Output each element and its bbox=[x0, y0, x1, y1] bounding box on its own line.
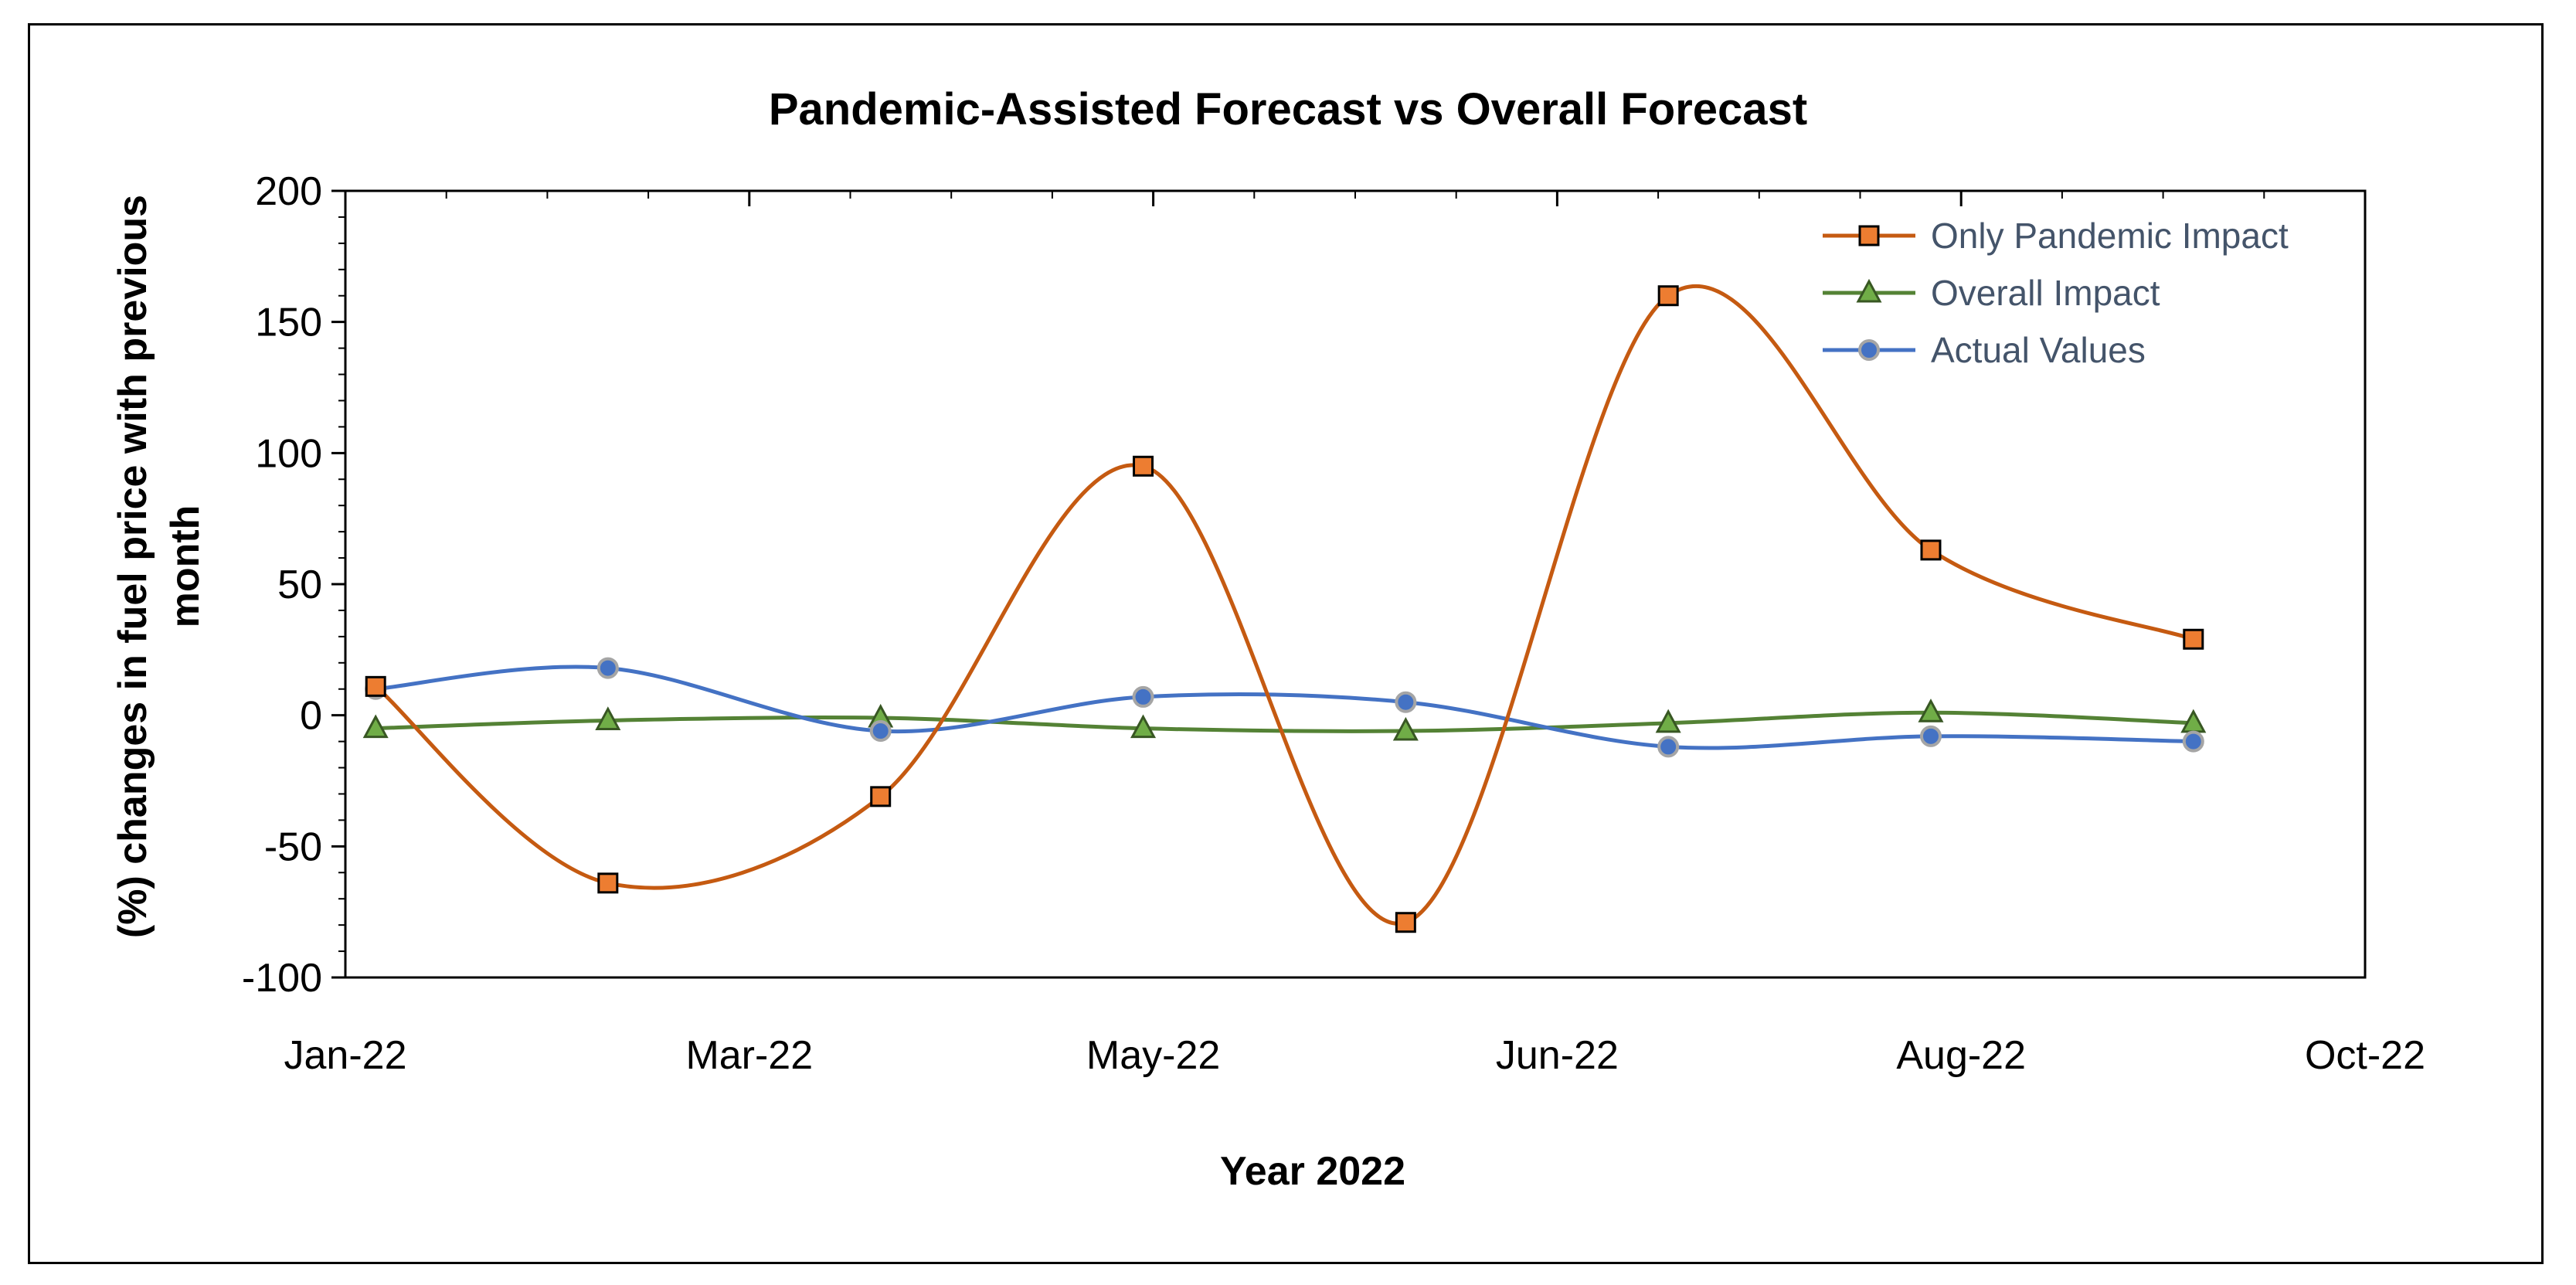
data-point-series-1 bbox=[595, 706, 621, 730]
y-axis-title-line-2: month bbox=[163, 505, 208, 628]
data-point-series-0 bbox=[1920, 539, 1942, 561]
data-point-series-2 bbox=[1657, 736, 1680, 758]
legend-label-0: Only Pandemic Impact bbox=[1931, 216, 2289, 256]
series-line-0 bbox=[374, 284, 2194, 926]
x-tick-label: Aug-22 bbox=[1896, 1033, 2026, 1078]
data-point-series-1 bbox=[1655, 709, 1681, 733]
x-tick-label: Jun-22 bbox=[1496, 1033, 1619, 1078]
x-tick-label: May-22 bbox=[1086, 1033, 1220, 1078]
legend-label-1: Overall Impact bbox=[1931, 273, 2160, 313]
legend-marker-1 bbox=[1856, 278, 1882, 303]
data-point-series-2 bbox=[1132, 685, 1154, 708]
legend-marker-2 bbox=[1858, 339, 1880, 361]
y-tick-label: 200 bbox=[255, 169, 322, 214]
y-tick-label: 150 bbox=[255, 301, 322, 345]
data-point-series-0 bbox=[1395, 912, 1416, 933]
y-axis-title: (%) changes in fuel price with previous … bbox=[110, 195, 208, 938]
y-tick-label: -50 bbox=[264, 824, 322, 869]
series-line-2 bbox=[375, 665, 2194, 750]
data-point-series-0 bbox=[1657, 285, 1679, 307]
x-tick-label: Oct-22 bbox=[2305, 1033, 2425, 1078]
data-point-series-2 bbox=[2182, 730, 2204, 753]
data-point-series-2 bbox=[596, 657, 619, 679]
y-axis-title-line-1: (%) changes in fuel price with previous bbox=[110, 195, 155, 938]
line-chart: Pandemic-Assisted Forecast vs Overall Fo… bbox=[110, 84, 2425, 1194]
data-point-series-1 bbox=[1918, 699, 1944, 722]
chart-title: Pandemic-Assisted Forecast vs Overall Fo… bbox=[769, 84, 1807, 134]
data-point-series-1 bbox=[1392, 716, 1419, 741]
chart-frame: Pandemic-Assisted Forecast vs Overall Fo… bbox=[28, 23, 2544, 1264]
y-tick-label: 0 bbox=[300, 694, 322, 739]
x-tick-label: Mar-22 bbox=[685, 1033, 813, 1078]
data-point-series-0 bbox=[365, 675, 386, 697]
data-point-series-0 bbox=[870, 786, 892, 807]
x-axis-title: Year 2022 bbox=[1220, 1149, 1405, 1194]
data-point-series-1 bbox=[1130, 714, 1157, 739]
data-point-series-2 bbox=[1919, 725, 1942, 747]
data-point-series-0 bbox=[2183, 628, 2204, 650]
legend-marker-0 bbox=[1858, 225, 1880, 246]
y-tick-label: 50 bbox=[277, 563, 322, 607]
y-tick-label: 100 bbox=[255, 431, 322, 476]
legend-label-2: Actual Values bbox=[1931, 330, 2146, 370]
data-point-series-0 bbox=[1133, 455, 1154, 477]
data-point-series-0 bbox=[597, 872, 619, 894]
y-tick-label: -100 bbox=[242, 956, 322, 1001]
data-point-series-2 bbox=[869, 720, 892, 743]
data-point-series-1 bbox=[362, 714, 389, 739]
x-tick-label: Jan-22 bbox=[284, 1033, 407, 1078]
data-point-series-2 bbox=[1395, 691, 1417, 713]
